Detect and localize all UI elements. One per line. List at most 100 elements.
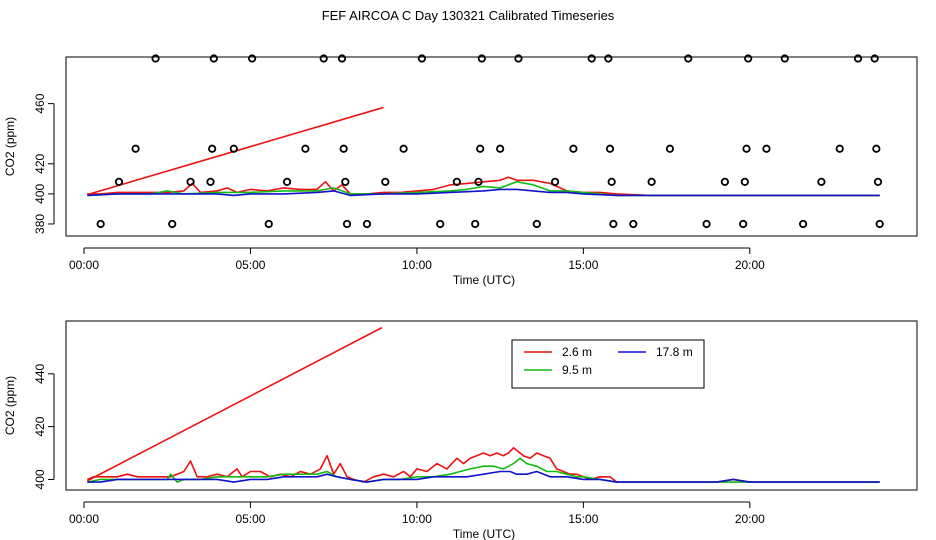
flag-point: [114, 177, 124, 186]
flag-point: [341, 177, 350, 186]
flag-point: [208, 144, 217, 153]
flag-point: [853, 54, 863, 63]
flag-point: [436, 219, 445, 229]
series-line-17-8-m: [87, 188, 880, 197]
flag-point: [872, 144, 881, 153]
flag-point: [514, 54, 523, 63]
flag-point: [476, 144, 485, 153]
flag-point: [665, 144, 675, 153]
y-tick-label: 420: [33, 153, 47, 173]
legend-label: 2.6 m: [562, 345, 592, 359]
series-line-9-5-m: [87, 457, 880, 483]
flag-point: [417, 54, 427, 63]
flag-point: [532, 219, 541, 229]
flag-point: [248, 54, 257, 63]
x-axis: 00:00 05:00 10:00 15:00 20:00 Time (UTC): [69, 247, 765, 287]
flag-point: [496, 144, 505, 153]
flag-point: [399, 144, 408, 153]
page-title: FEF AIRCOA C Day 130321 Calibrated Times…: [321, 8, 615, 23]
flag-point: [342, 219, 352, 229]
flag-point: [870, 54, 879, 63]
x-tick-label: 05:00: [235, 512, 265, 526]
flag-point: [604, 54, 613, 63]
y-axis-title: CO2 (ppm): [3, 117, 17, 176]
x-tick-label: 20:00: [735, 258, 765, 272]
y-axis: 380 400 420 460 CO2 (ppm): [3, 93, 55, 234]
flag-point: [477, 54, 486, 63]
flag-point: [740, 177, 749, 186]
legend: 2.6 m 17.8 m 9.5 m: [511, 339, 705, 389]
plot-frame: [65, 320, 918, 491]
y-tick-label: 400: [33, 184, 47, 204]
flag-point: [702, 219, 711, 229]
flag-point: [569, 144, 578, 153]
flag-point: [474, 177, 483, 186]
flag-point: [209, 54, 218, 63]
flag-point: [647, 177, 656, 186]
flag-point: [780, 54, 789, 63]
flag-point: [609, 219, 618, 229]
flag-point: [739, 219, 748, 229]
flag-point: [720, 177, 729, 186]
legend-label: 9.5 m: [562, 363, 592, 377]
flag-point: [264, 219, 273, 229]
flag-point: [381, 177, 390, 186]
top-panel: 00:00 05:00 10:00 15:00 20:00 Time (UTC) 380 40…: [3, 54, 918, 287]
flag-point: [762, 144, 771, 153]
flag-point: [605, 144, 615, 153]
x-tick-label: 10:00: [402, 258, 432, 272]
flag-point: [684, 54, 693, 63]
series-line-2-6-m: [87, 446, 880, 483]
flag-points: [96, 54, 884, 229]
flag-point: [742, 144, 751, 153]
y-axis: 400 420 440 CO2 (ppm): [3, 363, 55, 489]
flag-point: [798, 219, 808, 229]
flag-point: [587, 54, 596, 63]
flag-point: [550, 177, 560, 186]
flag-point: [471, 219, 480, 229]
y-tick-label: 460: [33, 93, 47, 113]
calibration-ramp-line: [86, 326, 383, 482]
flag-point: [168, 219, 177, 229]
legend-box: [511, 339, 705, 389]
flag-point: [337, 54, 347, 63]
y-tick-label: 400: [33, 469, 47, 489]
bottom-panel: 00:00 05:00 10:00 15:00 20:00 Time (UTC) 400 42…: [3, 320, 918, 540]
x-tick-label: 05:00: [235, 258, 265, 272]
flag-point: [744, 54, 753, 63]
flag-point: [607, 177, 616, 186]
x-tick-label: 15:00: [568, 512, 598, 526]
flag-point: [817, 177, 826, 186]
flag-point: [206, 177, 215, 186]
flag-point: [131, 144, 140, 153]
series-line-17-8-m: [87, 470, 880, 483]
y-tick-label: 420: [33, 416, 47, 436]
flag-point: [629, 219, 638, 229]
x-axis-title: Time (UTC): [453, 273, 515, 287]
y-tick-label: 440: [33, 363, 47, 383]
flag-point: [452, 177, 461, 186]
flag-point: [96, 219, 105, 229]
x-axis: 00:00 05:00 10:00 15:00 20:00 Time (UTC): [69, 501, 765, 540]
flag-point: [339, 144, 348, 153]
x-tick-label: 00:00: [69, 258, 99, 272]
flag-point: [301, 144, 310, 153]
flag-point: [151, 54, 160, 63]
x-axis-title: Time (UTC): [453, 527, 515, 540]
legend-label: 17.8 m: [656, 345, 693, 359]
x-tick-label: 15:00: [568, 258, 598, 272]
flag-point: [186, 177, 195, 186]
flag-point: [873, 177, 883, 186]
x-tick-label: 00:00: [69, 512, 99, 526]
flag-point: [319, 54, 328, 63]
flag-point: [835, 144, 844, 153]
flag-point: [229, 144, 238, 153]
plot-frame: [65, 56, 918, 237]
y-axis-title: CO2 (ppm): [3, 376, 17, 435]
flag-point: [362, 219, 372, 229]
y-tick-label: 380: [33, 214, 47, 234]
x-tick-label: 20:00: [735, 512, 765, 526]
flag-point: [282, 177, 292, 186]
flag-point: [875, 219, 884, 229]
